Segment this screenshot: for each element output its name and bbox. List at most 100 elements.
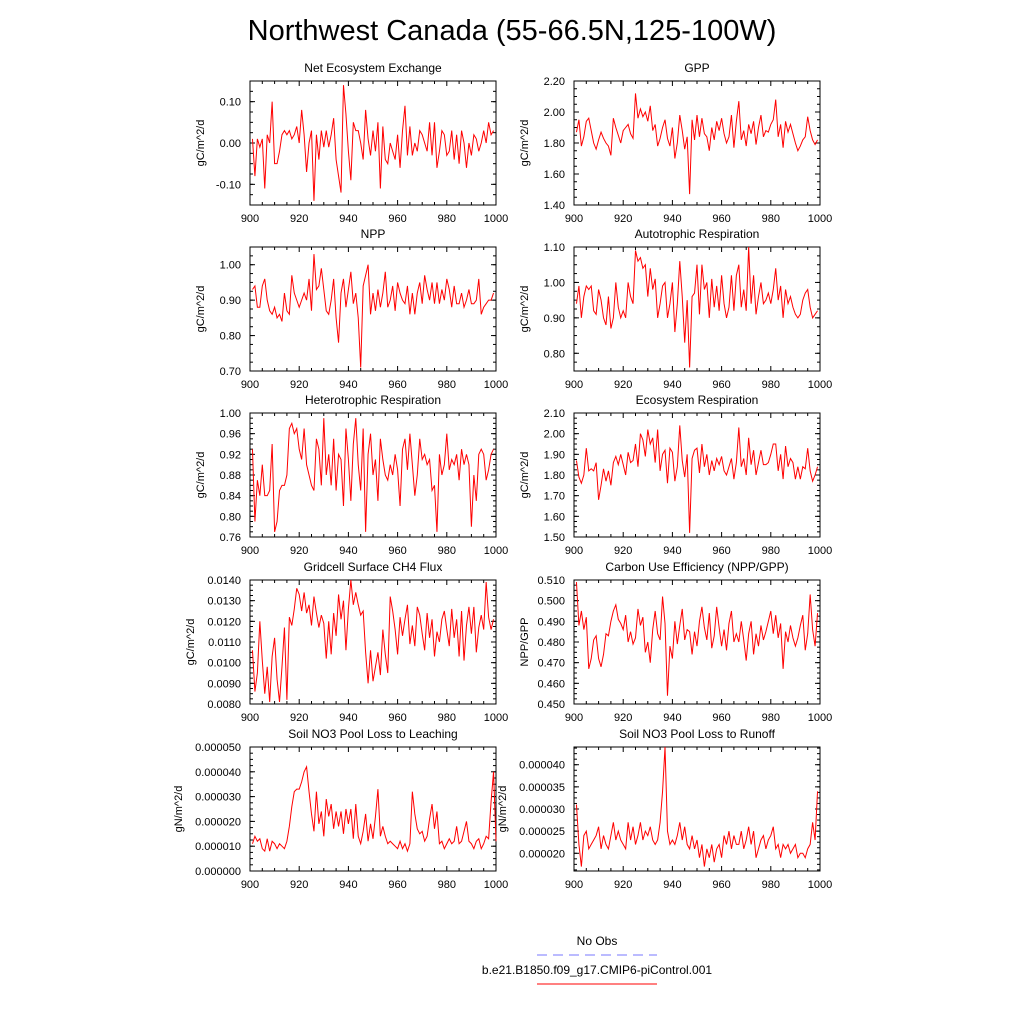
- series-line: [575, 425, 819, 533]
- y-tick-label: 1.40: [544, 200, 565, 212]
- x-tick-label: 960: [712, 545, 730, 557]
- panel-1: Net Ecosystem Exchange 900 920 940 960 980 100…: [195, 61, 508, 225]
- y-tick-label: 1.60: [544, 169, 565, 181]
- x-tick-label: 900: [565, 213, 583, 225]
- x-tick-label: 900: [241, 712, 259, 724]
- y-tick-label: 1.70: [544, 491, 565, 503]
- x-tick-label: 1000: [808, 879, 832, 891]
- y-tick-label: 0.80: [220, 511, 241, 523]
- x-tick-label: 900: [241, 379, 259, 391]
- y-axis-label: gC/m^2/d: [519, 452, 531, 499]
- y-tick-label: 2.20: [544, 76, 565, 88]
- panel-2: GPP 900 920 940 960 980 1000 2.20 2.00 1.80 1.60 1.…: [519, 61, 832, 225]
- y-axis-label: gC/m^2/d: [195, 452, 207, 499]
- y-axis-label: gC/m^2/d: [195, 120, 207, 167]
- x-tick-label: 1000: [808, 545, 832, 557]
- y-tick-label: 0.000020: [195, 816, 241, 828]
- y-tick-label: 0.470: [537, 658, 565, 670]
- y-tick-label: 1.60: [544, 511, 565, 523]
- panels: Net Ecosystem Exchange 900 920 940 960 980 100…: [173, 61, 832, 891]
- x-tick-label: 980: [438, 545, 456, 557]
- x-tick-label: 940: [339, 213, 357, 225]
- x-tick-label: 960: [388, 545, 406, 557]
- y-tick-label: 0.00: [220, 138, 241, 150]
- panel-title: Gridcell Surface CH4 Flux: [304, 560, 443, 574]
- x-tick-label: 920: [290, 545, 308, 557]
- y-tick-label: 1.10: [544, 242, 565, 254]
- x-tick-label: 900: [241, 545, 259, 557]
- x-tick-label: 920: [614, 879, 632, 891]
- x-tick-label: 960: [712, 879, 730, 891]
- x-tick-label: 980: [762, 879, 780, 891]
- x-tick-label: 960: [388, 213, 406, 225]
- x-tick-label: 920: [614, 379, 632, 391]
- x-tick-label: 960: [388, 379, 406, 391]
- x-tick-label: 1000: [484, 379, 508, 391]
- y-tick-label: 0.0100: [207, 658, 241, 670]
- y-tick-label: 0.460: [537, 678, 565, 690]
- panel-7: Gridcell Surface CH4 Flux 900 920 940 960 980…: [185, 560, 508, 724]
- y-tick-label: 2.00: [544, 107, 565, 119]
- x-tick-label: 960: [388, 879, 406, 891]
- y-tick-label: 0.10: [220, 97, 241, 109]
- y-tick-label: 0.90: [544, 313, 565, 325]
- x-tick-label: 900: [565, 379, 583, 391]
- y-tick-label: 0.480: [537, 637, 565, 649]
- series-line: [251, 765, 497, 853]
- legend-case-label: b.e21.B1850.f09_g17.CMIP6-piControl.001: [482, 963, 712, 977]
- x-tick-label: 940: [663, 712, 681, 724]
- panel-title: Net Ecosystem Exchange: [304, 61, 442, 75]
- y-tick-label: 2.00: [544, 429, 565, 441]
- x-tick-label: 920: [614, 545, 632, 557]
- y-tick-label: 0.000030: [519, 804, 565, 816]
- panel-10: Soil NO3 Pool Loss to Runoff 900 920 940 960…: [497, 727, 832, 891]
- x-tick-label: 980: [438, 379, 456, 391]
- panel-9: Soil NO3 Pool Loss to Leaching 900 920 940 9…: [173, 727, 508, 891]
- x-tick-label: 1000: [484, 879, 508, 891]
- plot-frame: [249, 80, 497, 206]
- panel-title: Autotrophic Respiration: [635, 227, 760, 241]
- y-tick-label: 0.000040: [195, 767, 241, 779]
- x-tick-label: 920: [290, 379, 308, 391]
- plot-frame: [249, 746, 497, 872]
- y-tick-label: 0.000025: [519, 826, 565, 838]
- y-tick-label: 1.00: [220, 260, 241, 272]
- x-tick-label: 980: [438, 213, 456, 225]
- series-line: [251, 579, 495, 702]
- y-tick-label: 0.0080: [207, 699, 241, 711]
- x-tick-label: 940: [339, 545, 357, 557]
- series-line: [575, 582, 819, 696]
- y-axis-label: gN/m^2/d: [173, 786, 185, 833]
- x-tick-label: 900: [565, 712, 583, 724]
- x-tick-label: 920: [290, 213, 308, 225]
- series-line: [251, 85, 494, 201]
- y-tick-label: 1.50: [544, 532, 565, 544]
- y-tick-label: 0.000040: [519, 760, 565, 772]
- x-tick-label: 920: [290, 879, 308, 891]
- y-axis-label: gC/m^2/d: [185, 619, 197, 666]
- y-tick-label: 0.000035: [519, 782, 565, 794]
- x-tick-label: 1000: [808, 712, 832, 724]
- panel-title: Soil NO3 Pool Loss to Runoff: [619, 727, 776, 741]
- y-tick-label: 0.510: [537, 575, 565, 587]
- panel-title: Soil NO3 Pool Loss to Leaching: [288, 727, 457, 741]
- y-tick-label: 0.70: [220, 366, 241, 378]
- x-tick-label: 940: [339, 879, 357, 891]
- x-tick-label: 920: [614, 213, 632, 225]
- panel-title: NPP: [361, 227, 386, 241]
- y-tick-label: 0.0140: [207, 575, 241, 587]
- x-tick-label: 940: [663, 879, 681, 891]
- y-axis-label: gC/m^2/d: [519, 120, 531, 167]
- y-tick-label: 0.000000: [195, 866, 241, 878]
- y-tick-label: 0.0090: [207, 678, 241, 690]
- x-tick-label: 900: [241, 213, 259, 225]
- panel-title: Ecosystem Respiration: [636, 393, 759, 407]
- x-tick-label: 980: [762, 545, 780, 557]
- y-tick-label: 0.76: [220, 532, 241, 544]
- x-tick-label: 960: [712, 213, 730, 225]
- x-tick-label: 940: [339, 712, 357, 724]
- y-tick-label: 1.00: [220, 408, 241, 420]
- y-tick-label: 1.90: [544, 449, 565, 461]
- legend: No Obs b.e21.B1850.f09_g17.CMIP6-piContr…: [482, 934, 712, 985]
